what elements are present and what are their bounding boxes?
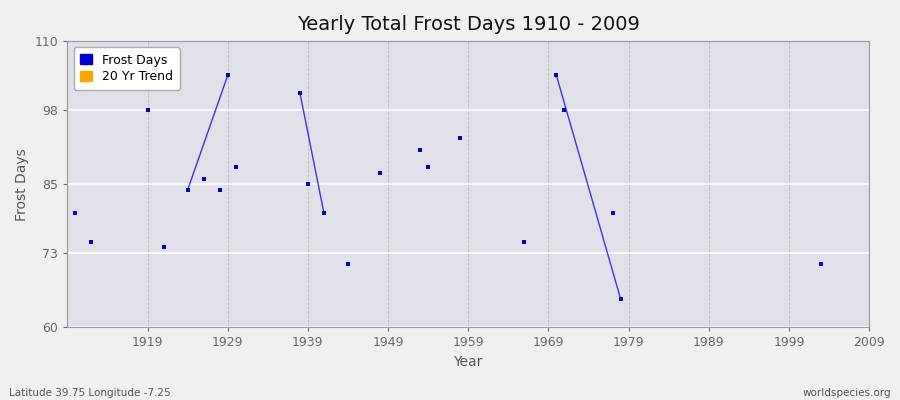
Point	[453, 135, 467, 142]
Point	[518, 238, 532, 245]
Point	[606, 210, 620, 216]
Point	[180, 187, 194, 193]
Point	[212, 187, 227, 193]
Point	[341, 261, 356, 268]
Point	[85, 238, 99, 245]
Point	[814, 261, 828, 268]
Point	[220, 72, 235, 79]
Point	[317, 210, 331, 216]
Point	[140, 107, 155, 113]
Point	[614, 296, 628, 302]
Point	[301, 181, 315, 188]
Point	[557, 107, 572, 113]
Title: Yearly Total Frost Days 1910 - 2009: Yearly Total Frost Days 1910 - 2009	[297, 15, 640, 34]
Point	[229, 164, 243, 170]
Point	[421, 164, 436, 170]
Point	[292, 90, 307, 96]
Text: Latitude 39.75 Longitude -7.25: Latitude 39.75 Longitude -7.25	[9, 388, 171, 398]
Y-axis label: Frost Days: Frost Days	[15, 148, 29, 221]
Point	[68, 210, 83, 216]
Point	[157, 244, 171, 250]
Text: worldspecies.org: worldspecies.org	[803, 388, 891, 398]
Legend: Frost Days, 20 Yr Trend: Frost Days, 20 Yr Trend	[74, 47, 180, 90]
Point	[549, 72, 563, 79]
Point	[196, 175, 211, 182]
Point	[373, 170, 387, 176]
X-axis label: Year: Year	[454, 355, 483, 369]
Point	[413, 147, 428, 153]
